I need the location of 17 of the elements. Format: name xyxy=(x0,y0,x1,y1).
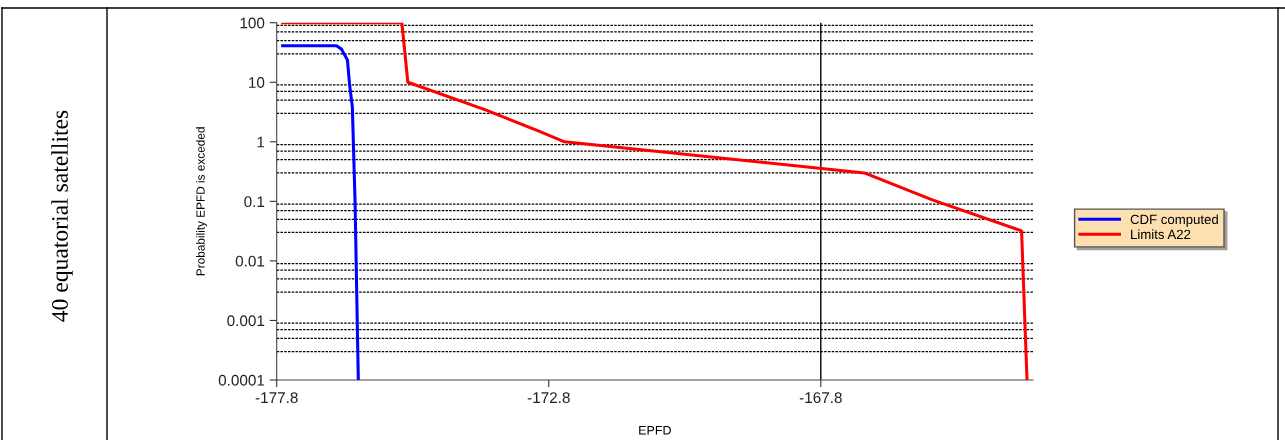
y-tick-label: 0.01 xyxy=(235,255,265,267)
y-tick-label: 0.001 xyxy=(227,315,265,327)
x-tick-label: -167.8 xyxy=(799,392,842,404)
y-tick-label: 10 xyxy=(249,77,265,88)
legend-label: CDF computed xyxy=(1130,214,1218,227)
text: 40 equatorial satellites xyxy=(51,110,73,322)
y-tick-label: 0.1 xyxy=(244,196,265,208)
y-tick-label: 0.0001 xyxy=(218,374,265,386)
y-tick-label: 1 xyxy=(257,136,265,148)
line-series xyxy=(281,44,360,380)
x-tick-label: -172.8 xyxy=(527,392,570,404)
x-axis-title: EPFD xyxy=(639,425,671,435)
legend-label: Limits A22 xyxy=(1131,229,1191,240)
y-tick-label: 100 xyxy=(240,17,265,29)
line-series xyxy=(281,22,1029,380)
y-axis-title: Probability EPFD is exceded xyxy=(196,127,208,276)
x-tick-label: -177.8 xyxy=(255,392,298,404)
